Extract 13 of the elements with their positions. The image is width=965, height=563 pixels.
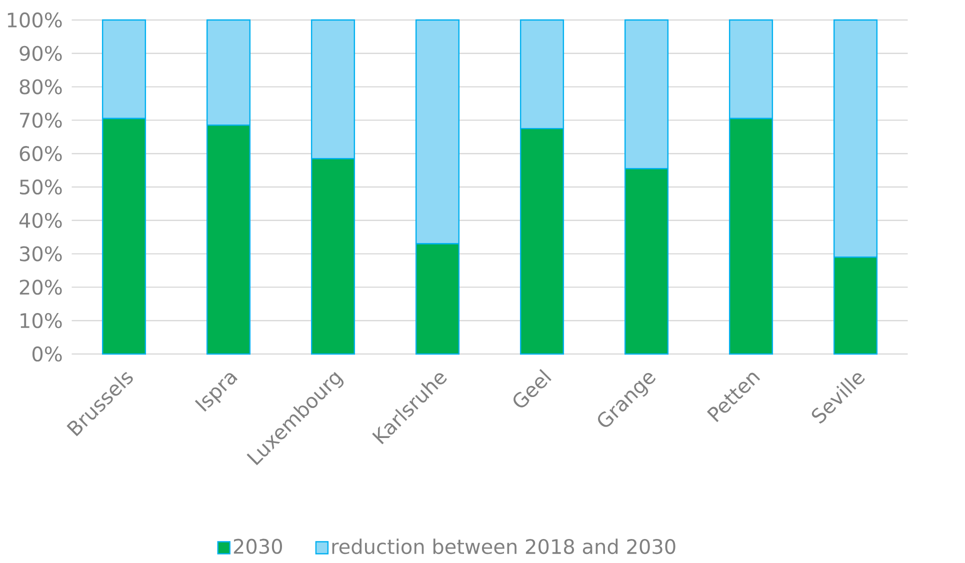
y-tick-label: 30%: [20, 246, 62, 262]
y-tick-label: 90%: [20, 46, 62, 61]
y-tick-label: 50%: [20, 179, 62, 195]
y-tick-label: 0%: [32, 346, 62, 362]
y-tick-label: 10%: [20, 313, 62, 328]
y-tick-label: 20%: [20, 280, 62, 295]
legend-label: 2030: [234, 538, 282, 554]
y-tick-label: 80%: [20, 79, 62, 94]
y-tick-label: 60%: [20, 146, 62, 162]
y-tick-label: 100%: [8, 12, 62, 28]
y-tick-label: 70%: [20, 112, 62, 128]
legend-label: reduction between 2018 and 2030: [332, 538, 676, 554]
y-tick-label: 40%: [19, 212, 62, 228]
